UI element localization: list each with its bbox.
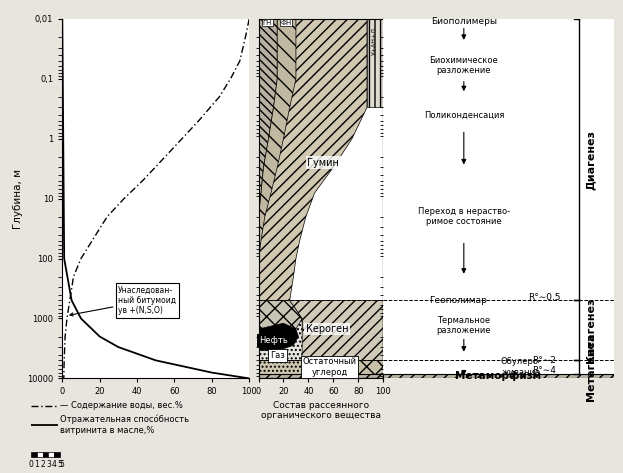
Text: Термальное
разложение: Термальное разложение — [437, 315, 491, 335]
Text: R°∼2: R°∼2 — [533, 356, 556, 365]
Polygon shape — [367, 19, 383, 107]
Text: Геополимар: Геополимар — [429, 296, 487, 305]
Text: — Содержание воды, вес.%: — Содержание воды, вес.% — [60, 401, 183, 411]
Text: 2: 2 — [40, 460, 45, 469]
Text: 3: 3 — [46, 460, 51, 469]
Text: Нефть: Нефть — [259, 336, 288, 345]
Polygon shape — [259, 323, 298, 350]
Text: 4: 4 — [52, 460, 57, 469]
Bar — [54, 452, 60, 457]
Bar — [31, 452, 37, 457]
Text: Биополимеры: Биополимеры — [431, 17, 497, 26]
Text: 0: 0 — [29, 460, 34, 469]
Text: Гумин: Гумин — [307, 158, 340, 167]
Bar — [49, 452, 54, 457]
Text: Газ: Газ — [270, 351, 285, 360]
Polygon shape — [302, 360, 383, 374]
Text: R°∼4: R°∼4 — [533, 367, 556, 376]
Text: У+АН+Л: У+АН+Л — [372, 27, 377, 55]
Text: Переход в нераство-
римое состояние: Переход в нераство- римое состояние — [418, 207, 510, 227]
Text: ФН: ФН — [280, 20, 292, 26]
Polygon shape — [259, 360, 302, 374]
Polygon shape — [259, 300, 302, 360]
Text: Катагенез: Катагенез — [586, 298, 596, 363]
Bar — [42, 452, 49, 457]
Text: Метаморфизм: Метаморфизм — [455, 371, 541, 381]
Y-axis label: Глубина, м: Глубина, м — [13, 169, 23, 228]
Polygon shape — [383, 374, 614, 378]
Text: R°∼0,5: R°∼0,5 — [528, 293, 561, 302]
Text: Поликонденсация: Поликонденсация — [424, 110, 504, 119]
Polygon shape — [259, 318, 302, 360]
Polygon shape — [259, 374, 383, 378]
Text: Биохимическое
разложение: Биохимическое разложение — [429, 56, 498, 75]
Text: Унаследован-
ный битумоид
ув +(N,S,O): Унаследован- ный битумоид ув +(N,S,O) — [70, 286, 176, 316]
Polygon shape — [259, 19, 296, 259]
Polygon shape — [259, 19, 277, 217]
Text: Обулеро-
живание: Обулеро- живание — [501, 358, 542, 377]
Polygon shape — [259, 19, 367, 300]
Text: Метагенез: Метагенез — [586, 333, 596, 401]
Bar — [37, 452, 42, 457]
Text: 5: 5 — [60, 460, 65, 469]
Text: Диагенез: Диагенез — [586, 130, 596, 190]
X-axis label: Состав рассеянного
органического вещества: Состав рассеянного органического веществ… — [261, 401, 381, 420]
Text: Остаточный
углерод: Остаточный углерод — [303, 358, 356, 377]
Polygon shape — [277, 300, 383, 360]
Text: Отражательная спосо́бность
витринита в масле,%: Отражательная спосо́бность витринита в м… — [60, 415, 189, 435]
Text: ГН: ГН — [262, 20, 272, 26]
Text: Кероген: Кероген — [306, 324, 348, 334]
Text: 5: 5 — [57, 460, 62, 469]
Text: 1: 1 — [34, 460, 39, 469]
